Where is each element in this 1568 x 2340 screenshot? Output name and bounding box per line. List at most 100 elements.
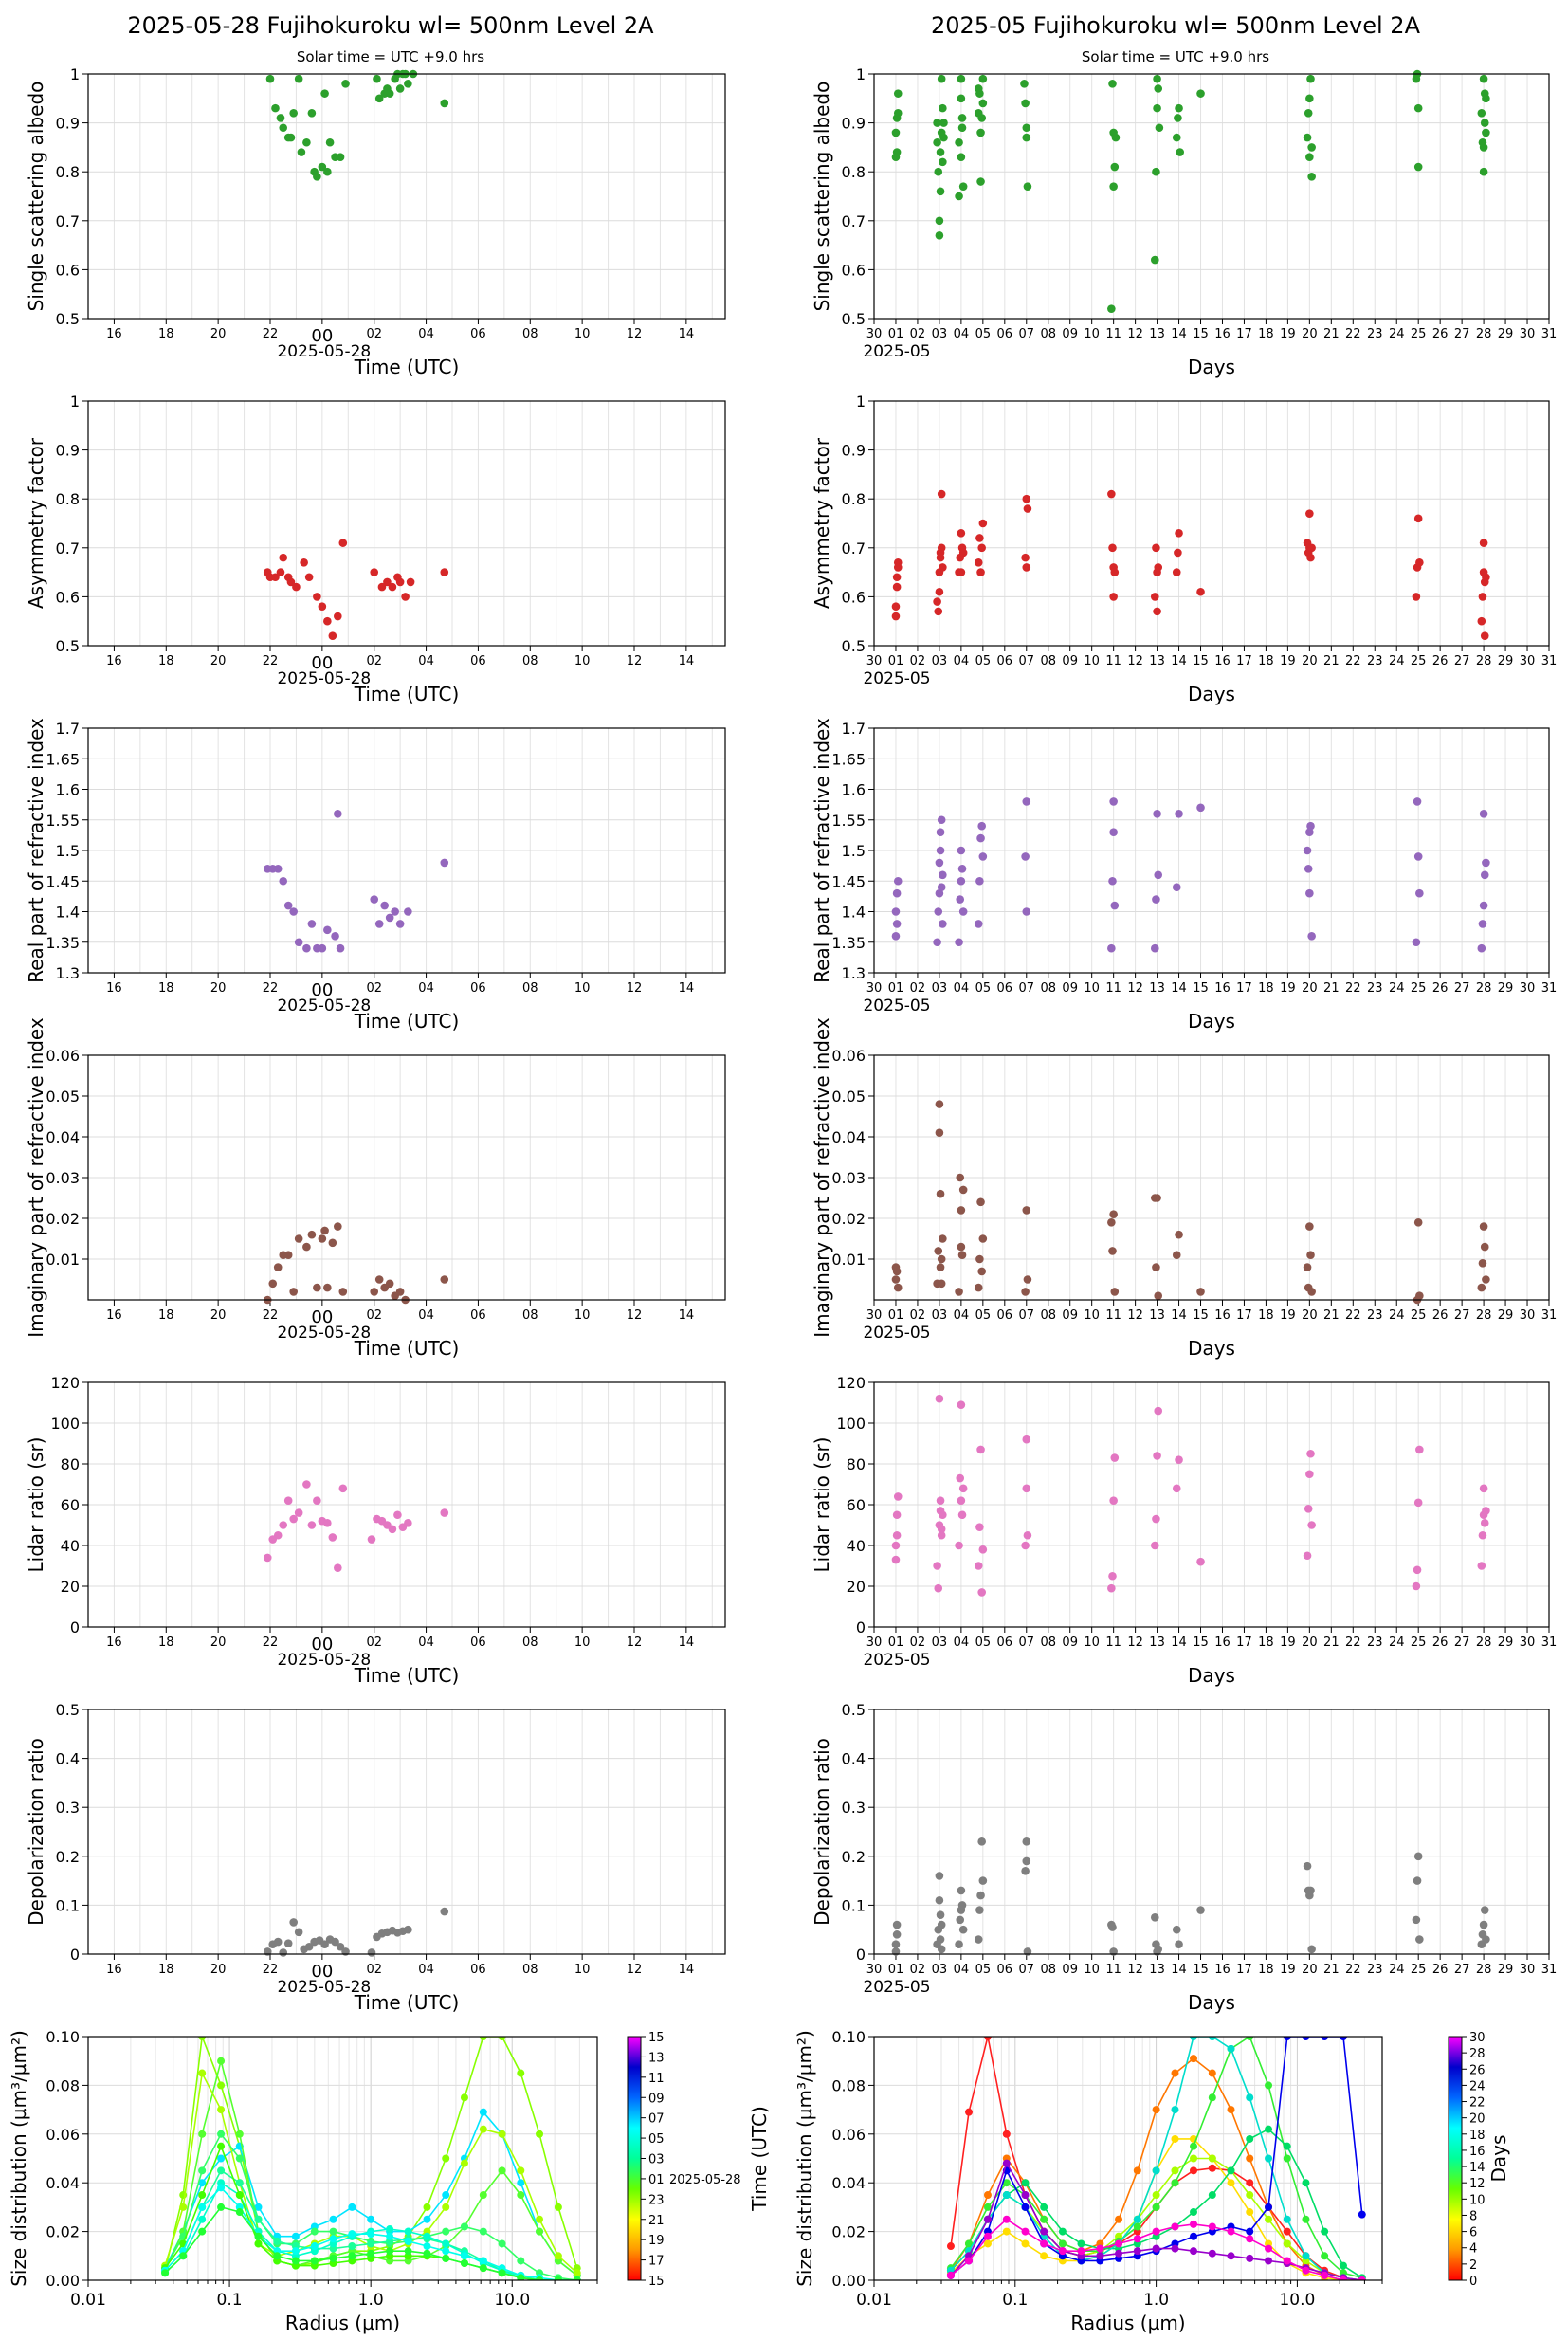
daily-size-series-point [291,2232,300,2240]
monthly-row1-point [935,216,944,226]
monthly-row2-point [978,519,988,528]
daily-size-series-point [291,2247,300,2256]
monthly-row5-point [1108,1571,1117,1581]
daily-row4-point [318,1234,327,1243]
monthly-size-series-point [1246,2208,1254,2217]
monthly-row2-xtick-label: 15 [1193,654,1209,668]
daily-size-xtick-label: 0.01 [70,2291,106,2310]
daily-row4-point [268,1279,278,1289]
daily-row6-xtick-label: 04 [418,1963,434,1977]
monthly-row2-xtick-label: 08 [1040,654,1056,668]
daily-row6-xtick-label: 06 [470,1963,486,1977]
daily-row2-xtick-label: 10 [574,654,591,668]
monthly-row1-xtick-label: 02 [910,327,926,341]
monthly-row4-point [974,1283,983,1292]
monthly-row1-point [893,108,903,118]
daily-size-curves [161,2037,581,2280]
monthly-row4-xtick-label: 25 [1411,1308,1427,1323]
monthly-size-series-point [1152,2203,1160,2211]
daily-row2-xtick-label: 06 [470,654,486,668]
monthly-row2-point [1479,539,1488,547]
monthly-row1-xtick-label: 30 [1520,327,1536,341]
daily-row4-ytick-label: 0.05 [46,1088,80,1106]
right-title: 2025-05 Fujihokuroku wl= 500nm Level 2A [931,12,1421,39]
monthly-row4-xtick-label: 05 [975,1308,992,1323]
monthly-size-series-point [1190,2037,1198,2040]
monthly-row5-ytick-label: 80 [847,1455,866,1473]
monthly-row4-xtick-label: 19 [1280,1308,1296,1323]
monthly-row4-point [1109,1210,1118,1218]
monthly-size-series-point [1227,2166,1235,2175]
daily-size-xtick-label: 1.0 [358,2291,384,2310]
monthly-size-series-point [1058,2247,1067,2256]
right-colorbar-tick-label: 10 [1469,2193,1486,2207]
monthly-size-series-point [1171,2069,1179,2077]
daily-row4-xtick-label: 10 [574,1308,591,1323]
daily-row6-ytick-label: 0.4 [56,1750,80,1768]
monthly-row4-xtick-label: 23 [1367,1308,1383,1323]
monthly-row6-xtick-label: 28 [1476,1963,1492,1977]
monthly-row6-xtick-label: 19 [1280,1963,1296,1977]
monthly-size-series-point [1246,2227,1254,2236]
daily-row2-ytick-label: 0.7 [56,539,80,558]
daily-row2-point [388,582,397,592]
daily-size-series-point [479,2108,487,2116]
monthly-row2-xtick-label: 12 [1127,654,1143,668]
monthly-row5-point [939,1510,947,1520]
monthly-row5-point [956,1473,965,1483]
daily-row3-xtick-label: 18 [158,981,174,996]
monthly-row6-point [1413,1852,1423,1861]
daily-size-series-point [442,2203,450,2211]
monthly-row6-point [958,1925,968,1934]
daily-size-series-point [217,2081,226,2090]
monthly-row3-point [976,833,985,843]
monthly-row4-point [1172,1251,1181,1259]
daily-size-series-point [460,2259,468,2268]
monthly-row4-point [1108,1247,1117,1255]
monthly-row2-ytick-label: 0.9 [842,442,866,460]
daily-size-series-point [404,2227,412,2236]
monthly-row6-xtick-label: 29 [1498,1963,1514,1977]
monthly-size-series-point [1040,2203,1048,2211]
daily-row1-point [374,94,384,103]
daily-size-ytick-label: 0.06 [46,2126,80,2144]
monthly-row5-point [934,1583,943,1593]
daily-row4-point [370,1288,379,1296]
daily-row3-xtick-label: 04 [418,981,434,996]
daily-row5-point [302,1480,311,1489]
monthly-row6-point [1022,1856,1031,1866]
daily-row5-xtick-label: 12 [627,1636,643,1650]
monthly-size-series-point [1133,2215,1141,2223]
monthly-size-series-point [946,2242,955,2251]
daily-row6-ytick-label: 0.5 [56,1701,80,1719]
monthly-row2-point [1153,607,1161,616]
monthly-row3-xtick-label: 02 [910,981,926,996]
daily-row3-ylabel: Real part of refractive index [25,718,47,983]
monthly-size-series-point [1208,2164,1216,2172]
monthly-row1-point [1306,74,1315,83]
daily-row6-frame [87,1709,726,1955]
monthly-size-series-point [983,2203,992,2211]
daily-row1-point [341,80,350,88]
daily-size-series-point [254,2239,263,2248]
daily-row6-ytick-label: 0 [70,1946,80,1964]
daily-row3-xtick-label: 22 [263,981,279,996]
monthly-row2-point [1477,616,1486,626]
daily-size-series-point [198,2037,207,2040]
daily-row4-xlabel: Time (UTC) [354,1337,460,1360]
monthly-row1-xtick-label: 21 [1323,327,1340,341]
monthly-row5-xtick-label: 23 [1367,1636,1383,1650]
monthly-size-series-point [983,2215,992,2223]
monthly-row5-ytick-label: 20 [847,1578,866,1596]
monthly-row1-point [1152,167,1160,176]
monthly-row4-ytick-label: 0.06 [831,1047,866,1065]
monthly-row2-xtick-label: 13 [1149,654,1165,668]
daily-row4-point [273,1263,283,1271]
daily-row2-point [286,577,296,587]
monthly-row3-xtick-label: 11 [1105,981,1121,996]
daily-size-series-point [498,2239,506,2248]
monthly-row6-point [935,1872,944,1880]
monthly-row1-point [1150,255,1159,265]
monthly-row2-ylabel: Asymmetry factor [811,437,833,609]
daily-size-series-point [554,2203,562,2211]
